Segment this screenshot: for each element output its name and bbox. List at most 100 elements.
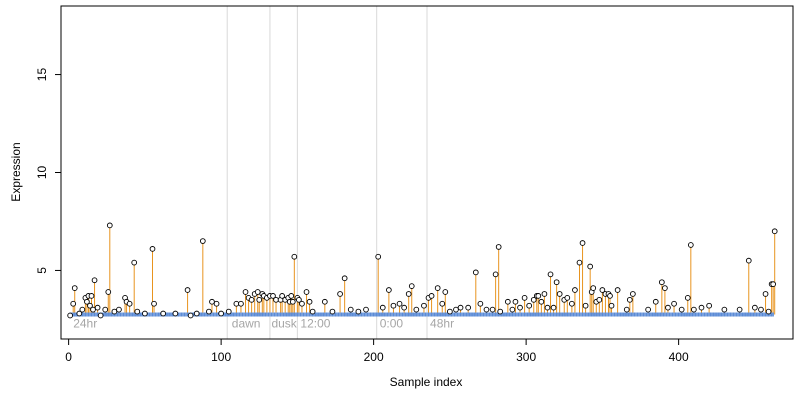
expression-point xyxy=(142,310,148,317)
baseline-marker xyxy=(674,312,677,317)
event-annotation-1: dawn xyxy=(232,317,261,331)
baseline-marker xyxy=(533,312,535,317)
expression-point xyxy=(517,304,523,311)
baseline-marker xyxy=(734,312,736,317)
baseline-marker xyxy=(597,312,599,317)
baseline-marker xyxy=(636,312,639,317)
baseline-marker xyxy=(92,312,94,317)
baseline-marker xyxy=(301,312,303,317)
baseline-marker xyxy=(520,312,523,317)
baseline-marker xyxy=(481,312,483,317)
expression-point xyxy=(213,300,220,307)
expression-point xyxy=(67,312,74,319)
baseline-marker xyxy=(322,312,324,317)
baseline-marker xyxy=(616,312,619,317)
x-axis-label: Sample index xyxy=(390,375,463,389)
baseline-marker xyxy=(151,312,154,317)
baseline-marker xyxy=(247,312,250,317)
baseline-marker xyxy=(766,312,768,317)
baseline-marker xyxy=(351,312,353,317)
expression-point xyxy=(209,298,215,305)
baseline-marker xyxy=(412,312,414,317)
baseline-marker xyxy=(420,312,422,317)
baseline-marker xyxy=(289,312,291,317)
expression-point xyxy=(288,293,295,299)
baseline-marker xyxy=(314,312,317,317)
expression-point xyxy=(396,300,403,307)
event-annotation-4: 0:00 xyxy=(380,317,404,331)
baseline-marker xyxy=(623,312,625,317)
expression-point xyxy=(752,304,758,311)
baseline-marker xyxy=(729,312,732,317)
baseline-marker xyxy=(209,312,212,317)
baseline-marker xyxy=(296,312,299,317)
baseline-marker xyxy=(90,312,93,317)
expression-point xyxy=(303,289,310,295)
baseline-marker xyxy=(345,312,347,317)
baseline-marker xyxy=(391,312,393,317)
baseline-marker xyxy=(328,312,331,317)
expression-point xyxy=(678,306,685,313)
baseline-marker xyxy=(260,312,262,317)
baseline-marker xyxy=(566,312,568,317)
baseline-marker xyxy=(379,312,381,317)
expression-point xyxy=(289,298,296,305)
baseline-marker xyxy=(545,312,547,317)
baseline-marker xyxy=(581,312,584,317)
baseline-marker xyxy=(258,312,260,317)
baseline-marker xyxy=(95,312,97,317)
baseline-marker xyxy=(644,312,646,317)
baseline-marker xyxy=(122,312,125,317)
baseline-marker xyxy=(423,312,425,317)
baseline-marker xyxy=(475,312,477,317)
baseline-marker xyxy=(609,312,611,317)
baseline-marker xyxy=(558,312,561,317)
baseline-marker xyxy=(571,312,573,317)
baseline-markers xyxy=(69,312,774,317)
expression-point xyxy=(434,285,441,291)
baseline-marker xyxy=(139,312,141,317)
baseline-marker xyxy=(433,312,436,317)
expression-point xyxy=(238,300,244,307)
baseline-marker xyxy=(368,312,370,317)
baseline-marker xyxy=(319,312,321,317)
baseline-marker xyxy=(356,312,358,317)
baseline-marker xyxy=(484,312,486,317)
baseline-marker xyxy=(183,312,186,317)
baseline-marker xyxy=(217,312,219,317)
baseline-marker xyxy=(607,312,610,317)
x-tick-label: 100 xyxy=(211,350,231,364)
baseline-marker xyxy=(115,312,117,317)
event-annotation-0: 24hr xyxy=(73,317,97,331)
baseline-marker xyxy=(342,312,344,317)
expression-point xyxy=(770,281,777,288)
baseline-marker xyxy=(353,312,355,317)
baseline-marker xyxy=(499,312,501,317)
baseline-marker xyxy=(153,312,155,317)
baseline-marker xyxy=(540,312,543,317)
x-tick-label: 0 xyxy=(65,350,72,364)
baseline-marker xyxy=(586,312,588,317)
expression-point xyxy=(457,304,464,311)
baseline-marker xyxy=(292,312,294,317)
baseline-marker xyxy=(318,312,320,317)
baseline-marker xyxy=(670,312,672,317)
baseline-marker xyxy=(513,312,515,317)
baseline-marker xyxy=(234,312,236,317)
baseline-marker xyxy=(510,312,512,317)
baseline-marker xyxy=(444,312,446,317)
baseline-marker xyxy=(438,312,440,317)
expression-point xyxy=(193,310,200,317)
baseline-marker xyxy=(156,312,158,317)
expression-point xyxy=(652,298,659,305)
baseline-marker xyxy=(528,312,530,317)
baseline-marker xyxy=(772,312,774,317)
expression-point xyxy=(254,289,261,295)
baseline-marker xyxy=(87,312,90,317)
baseline-marker xyxy=(746,312,748,317)
baseline-marker xyxy=(208,312,210,317)
baseline-marker xyxy=(269,312,271,317)
baseline-marker xyxy=(255,312,257,317)
expression-point xyxy=(483,306,490,313)
baseline-marker xyxy=(610,312,613,317)
